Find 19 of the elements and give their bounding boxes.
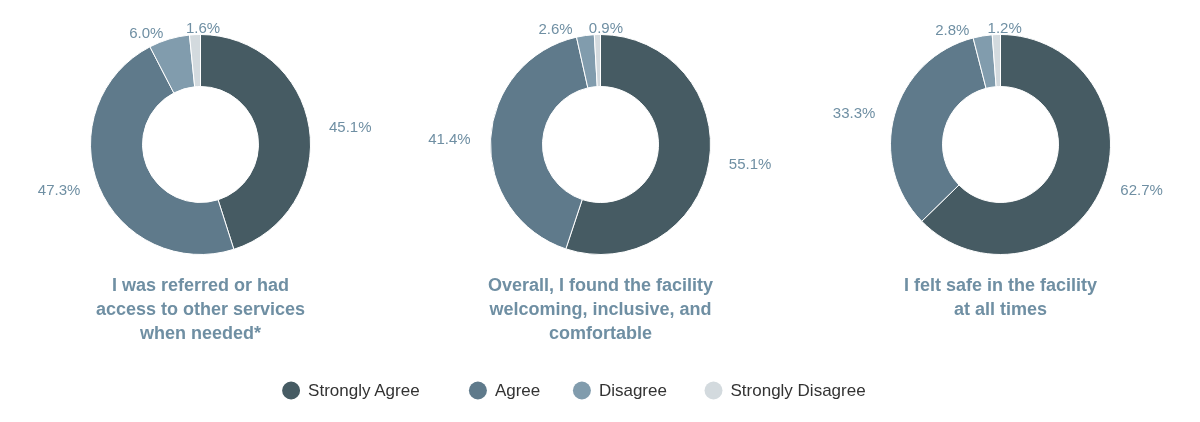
data-label: 33.3% [832, 104, 876, 122]
legend-label: Disagree [598, 381, 667, 400]
data-label: 47.3% [37, 180, 81, 198]
legend-label: Strongly Disagree [730, 381, 866, 400]
data-label: 0.9% [588, 19, 624, 37]
data-label: 45.1% [328, 118, 372, 136]
text: I was referred or had access to other services when needed* [95, 275, 306, 343]
data-label: 2.6% [538, 20, 573, 38]
text: Overall, I found the facility welcoming, inclusive, and comfortable [487, 275, 714, 343]
data-label: 41.4% [428, 130, 471, 148]
text: I felt safe in the facility at all times [903, 275, 1098, 319]
data-label: 62.7% [1120, 181, 1163, 199]
data-label: 55.1% [728, 154, 772, 172]
data-label: 2.8% [935, 20, 970, 38]
legend-label: Agree [494, 381, 541, 400]
legend-label: Strongly Agree [308, 381, 420, 400]
data-label: 1.2% [987, 19, 1022, 37]
data-label: 6.0% [129, 23, 164, 41]
data-label: 1.6% [185, 19, 221, 37]
